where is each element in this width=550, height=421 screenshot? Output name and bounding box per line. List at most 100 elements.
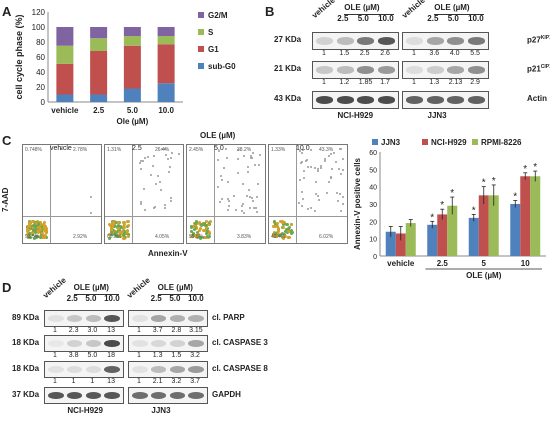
blot-band <box>357 37 375 45</box>
bar-segment-sub-g0 <box>123 88 141 102</box>
facs-dot <box>207 236 211 240</box>
facs-dot <box>251 156 254 159</box>
lane-label: vehicle <box>310 0 337 20</box>
facs-y-axis-label: 7-AAD <box>1 187 10 212</box>
quant-value: 3.0 <box>87 327 98 334</box>
facs-dot <box>306 159 309 161</box>
facs-dot <box>112 222 116 226</box>
kda-label: 43 KDa <box>274 94 302 103</box>
facs-dot <box>196 234 200 238</box>
blot-band <box>104 315 120 322</box>
bar-nci-h929 <box>395 233 406 256</box>
facs-dot <box>250 154 253 157</box>
facs-dot <box>170 199 173 202</box>
facs-dot <box>287 225 291 229</box>
facs-dot <box>330 176 333 179</box>
quadrant-value-tr: 26.4% <box>155 147 170 153</box>
bar-jjn3 <box>510 204 521 256</box>
conc-underline <box>157 294 203 295</box>
blot-band <box>406 96 424 104</box>
blot-strip <box>44 387 124 404</box>
facs-dot <box>309 165 312 168</box>
significance-marker: * <box>472 205 476 216</box>
quant-value: 3.15 <box>189 327 203 334</box>
facs-dot <box>120 230 124 234</box>
quant-value: 2.3 <box>68 327 79 334</box>
facs-dot <box>281 232 285 236</box>
blot-strip <box>402 32 489 50</box>
conc-label: OLE (µM) <box>157 283 193 292</box>
facs-dot <box>198 229 202 232</box>
significance-marker: * <box>492 176 496 187</box>
significance-marker: * <box>523 164 527 175</box>
x-tick-label: vehicle <box>387 259 415 268</box>
blot-band <box>85 366 102 373</box>
conc-underline <box>73 294 119 295</box>
blot-strip <box>44 310 124 327</box>
blot-strip <box>312 32 399 50</box>
facs-dot <box>252 200 255 203</box>
y-axis-title: cell cycle phase (%) <box>14 14 24 99</box>
facs-dot <box>317 198 320 201</box>
panel-label-c: C <box>2 133 12 148</box>
blot-band <box>357 96 375 104</box>
facs-dot <box>192 227 196 231</box>
y-tick-label: 80 <box>36 38 45 47</box>
quant-value: 1.5 <box>339 50 350 57</box>
blot-band <box>150 340 167 347</box>
facs-dot <box>256 182 259 185</box>
blot-band <box>85 340 102 347</box>
x-tick-label: 5 <box>482 259 487 268</box>
facs-dot <box>320 166 323 169</box>
blot-strip <box>402 91 489 109</box>
facs-dot <box>141 160 144 163</box>
facs-dot <box>342 196 345 199</box>
blot-strip <box>312 61 399 79</box>
facs-plot-title: 2.5 <box>132 145 142 152</box>
quant-value: 4.0 <box>449 50 460 57</box>
bar-jjn3 <box>427 224 438 256</box>
facs-dot <box>306 208 309 211</box>
facs-dot <box>289 222 293 226</box>
facs-dot <box>36 223 40 227</box>
facs-dot <box>138 161 141 164</box>
facs-dot <box>32 220 36 224</box>
bar-segment-g2-m <box>56 27 74 46</box>
lane-label: 5.0 <box>169 294 181 303</box>
blot-band <box>150 366 167 373</box>
legend-swatch <box>198 46 204 52</box>
facs-dot <box>336 200 339 203</box>
facs-dot <box>59 148 62 151</box>
facs-dot <box>249 207 252 210</box>
facs-dot <box>242 202 245 205</box>
blot-band <box>426 37 444 45</box>
facs-dot <box>256 211 259 214</box>
facs-dot <box>109 230 113 234</box>
facs-dot <box>204 225 208 229</box>
facs-dot <box>306 165 309 168</box>
y-tick-label: 30 <box>369 202 377 209</box>
facs-dot <box>190 225 194 229</box>
facs-dot <box>203 235 207 239</box>
quadrant-value-br: 3.83% <box>237 234 252 240</box>
facs-dot <box>114 234 118 237</box>
blot-band <box>377 96 395 104</box>
facs-dot <box>226 157 229 160</box>
blot-band <box>377 37 395 45</box>
facs-dot <box>304 159 307 162</box>
facs-dot <box>123 225 127 229</box>
blot-band <box>132 315 148 322</box>
blot-strip <box>44 335 124 352</box>
facs-dot <box>274 222 278 226</box>
facs-dot <box>339 192 342 195</box>
facs-dot <box>38 228 42 232</box>
facs-dot <box>143 157 146 160</box>
facs-dot <box>43 221 47 225</box>
lane-label: 5.0 <box>357 14 369 23</box>
quadrant-value-tl: 0.748% <box>25 147 42 153</box>
facs-dot <box>205 219 209 223</box>
y-tick-label: 50 <box>369 167 377 174</box>
blot-band <box>169 392 186 399</box>
